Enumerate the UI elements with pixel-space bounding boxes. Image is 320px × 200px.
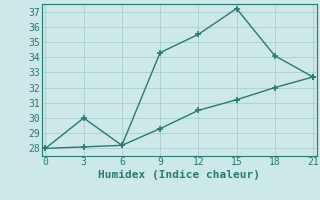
X-axis label: Humidex (Indice chaleur): Humidex (Indice chaleur) xyxy=(98,170,260,180)
